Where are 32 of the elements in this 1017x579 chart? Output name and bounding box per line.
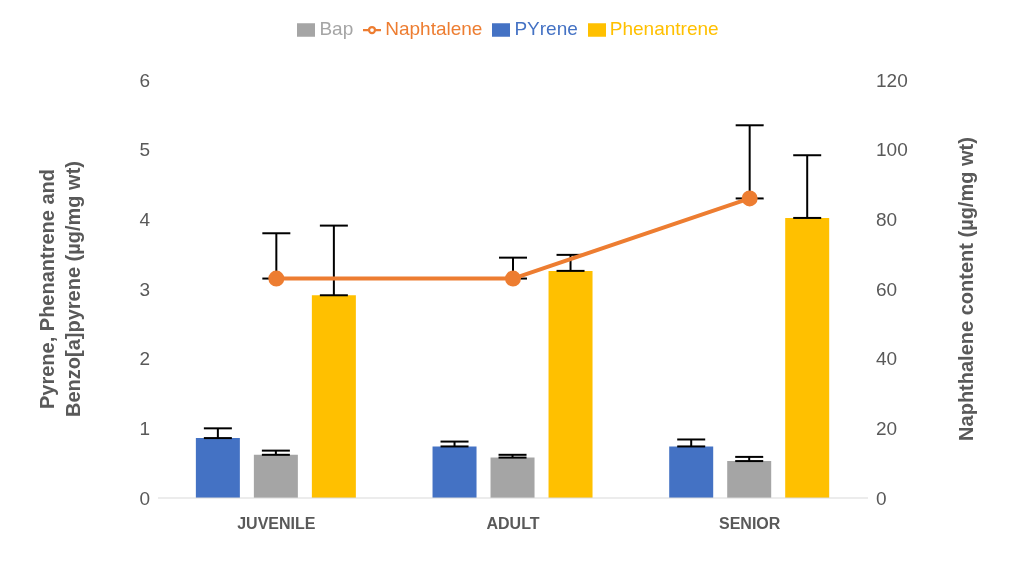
y-tick-label: 0 [139,487,150,509]
x-tick-label: SENIOR [718,515,781,533]
y-tick-label: 2 [139,348,150,370]
bar [490,457,535,498]
y-tick-label: 4 [139,209,151,231]
legend-label: Phenantrene [609,18,719,39]
bar [669,446,714,498]
bar [432,446,477,498]
y2-tick-label: 80 [876,209,898,231]
y2-axis-title: Naphthalene content (µg/mg wt) [955,137,977,441]
y-tick-label: 6 [139,69,150,91]
y2-tick-label: 60 [876,278,898,300]
y-tick-label: 1 [139,418,150,440]
legend-label: PYrene [514,18,578,39]
y2-tick-label: 40 [876,348,898,370]
x-tick-label: JUVENILE [237,515,316,533]
legend-label: Bap [319,18,354,39]
bar [727,461,772,498]
bar [253,454,298,498]
y-tick-label: 3 [139,278,150,300]
y-tick-label: 5 [139,139,150,161]
bar [785,217,830,498]
y2-tick-label: 20 [876,418,898,440]
y2-tick-label: 0 [876,487,887,509]
y2-tick-label: 120 [876,69,908,91]
bar [195,438,240,498]
y2-tick-label: 100 [876,139,908,161]
legend-label: Naphtalene [385,18,483,39]
bar [548,270,593,498]
y-axis-title: Pyrene, Phenantrene and Benzo[a]pyrene (µg/mg wt) [36,161,84,417]
x-tick-label: ADULT [486,515,540,533]
bar [311,295,356,498]
